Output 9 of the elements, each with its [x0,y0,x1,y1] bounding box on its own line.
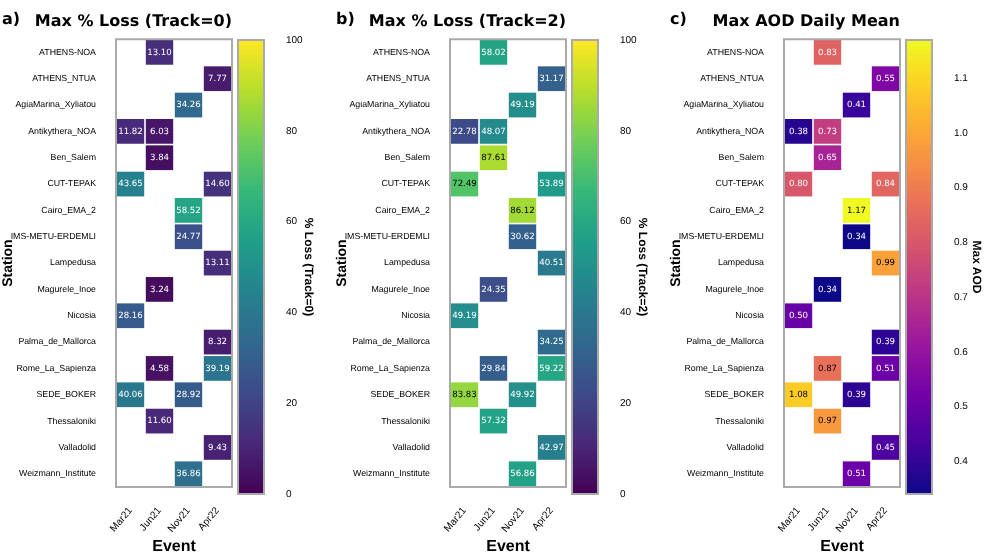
chart-title: Max % Loss (Track=2) [368,11,566,30]
x-axis-title: Event [486,536,531,555]
chart-title: Max % Loss (Track=0) [34,11,232,30]
x-axis-title: Event [152,536,197,555]
text: a) [2,10,21,28]
text: c) [670,10,687,28]
x-axis-title: Event [820,536,865,555]
chart-title: Max AOD Daily Mean [712,11,901,30]
text: b) [336,10,355,28]
